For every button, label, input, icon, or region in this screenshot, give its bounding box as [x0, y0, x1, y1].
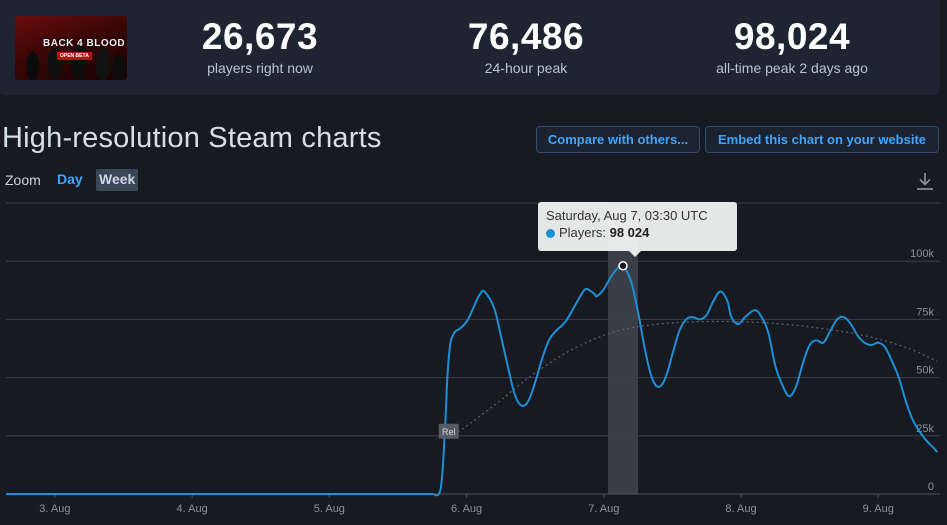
x-tick-label: 7. Aug [588, 503, 619, 515]
y-tick-label: 50k [916, 365, 934, 377]
y-tick-label: 100k [910, 248, 934, 260]
zoom-label: Zoom [5, 172, 41, 188]
zoom-week-button[interactable]: Week [96, 169, 139, 191]
stat-label: 24-hour peak [484, 60, 568, 76]
peak-marker [618, 261, 628, 271]
stat-value: 26,673 [201, 16, 319, 57]
game-thumbnail[interactable]: BACK 4 BLOOD OPEN BETA [15, 16, 127, 80]
stats-bar: BACK 4 BLOOD OPEN BETA 26,673 players ri… [0, 0, 940, 95]
stat-label: all-time peak 2 days ago [716, 60, 868, 76]
thumbnail-title: BACK 4 BLOOD [43, 38, 126, 49]
stat-24h-peak: 76,486 24-hour peak [436, 16, 616, 77]
x-tick-label: 5. Aug [314, 503, 345, 515]
stat-players-now: 26,673 players right now [170, 16, 350, 77]
tooltip-arrow [629, 251, 641, 257]
x-tick-label: 9. Aug [863, 503, 894, 515]
tooltip-value: 98 024 [609, 225, 650, 240]
x-tick-label: 8. Aug [725, 503, 756, 515]
trend-line [449, 320, 938, 439]
tooltip-series-label: Players: [559, 225, 606, 240]
players-line [431, 263, 939, 497]
compare-button[interactable]: Compare with others... [536, 126, 700, 153]
stat-label: players right now [207, 60, 313, 76]
tooltip-series-row: Players: 98 024 [546, 225, 729, 240]
stat-all-time-peak: 98,024 all-time peak 2 days ago [682, 16, 902, 77]
download-icon[interactable] [914, 170, 936, 192]
y-tick-label: 75k [916, 306, 934, 318]
chart-tooltip: Saturday, Aug 7, 03:30 UTC Players: 98 0… [538, 202, 737, 251]
x-tick-label: 6. Aug [451, 503, 482, 515]
release-flag [438, 423, 459, 439]
x-tick-label: 3. Aug [39, 503, 70, 515]
page-title: High-resolution Steam charts [2, 122, 382, 154]
stat-value: 76,486 [467, 16, 585, 57]
series-dot-icon [546, 229, 555, 238]
y-tick-label: 0 [928, 481, 934, 493]
tooltip-date: Saturday, Aug 7, 03:30 UTC [546, 208, 708, 223]
x-tick-label: 4. Aug [177, 503, 208, 515]
embed-chart-button[interactable]: Embed this chart on your website [705, 126, 939, 153]
thumbnail-badge: OPEN BETA [57, 52, 92, 60]
release-flag-label: Rel [442, 427, 456, 437]
stat-value: 98,024 [733, 16, 851, 57]
zoom-day-button[interactable]: Day [57, 171, 83, 187]
